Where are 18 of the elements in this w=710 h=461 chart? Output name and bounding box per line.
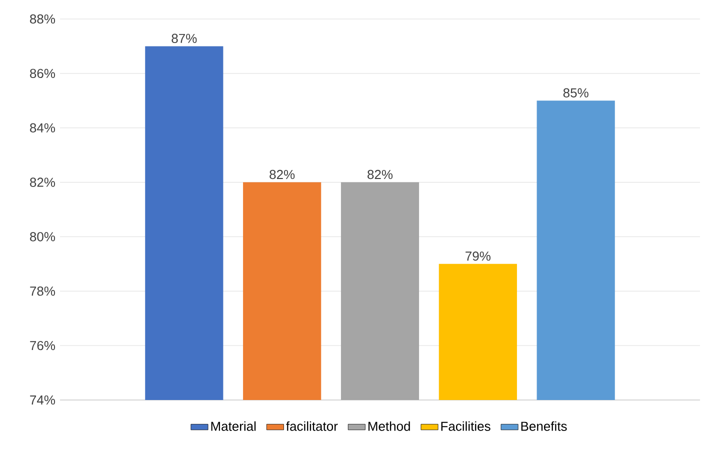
data-label: 82% xyxy=(368,170,393,180)
legend-label: Facilities xyxy=(441,421,490,431)
y-tick-label: 86% xyxy=(30,68,56,78)
y-tick-label: 74% xyxy=(30,395,56,405)
y-tick-label: 88% xyxy=(30,14,56,24)
data-label: 85% xyxy=(563,88,588,98)
legend-label: Material xyxy=(211,421,256,431)
data-label: 87% xyxy=(172,34,197,44)
data-label: 79% xyxy=(466,252,490,261)
y-tick-label: 80% xyxy=(30,232,56,242)
y-tick-label: 84% xyxy=(30,123,56,132)
legend-label: facilitator xyxy=(286,421,338,431)
y-tick-label: 82% xyxy=(30,178,56,187)
data-label: 82% xyxy=(270,170,295,180)
y-tick-label: 78% xyxy=(30,286,56,296)
legend-label: Method xyxy=(368,421,410,431)
y-tick-label: 76% xyxy=(30,340,56,350)
legend-label: Benefits xyxy=(521,421,567,431)
